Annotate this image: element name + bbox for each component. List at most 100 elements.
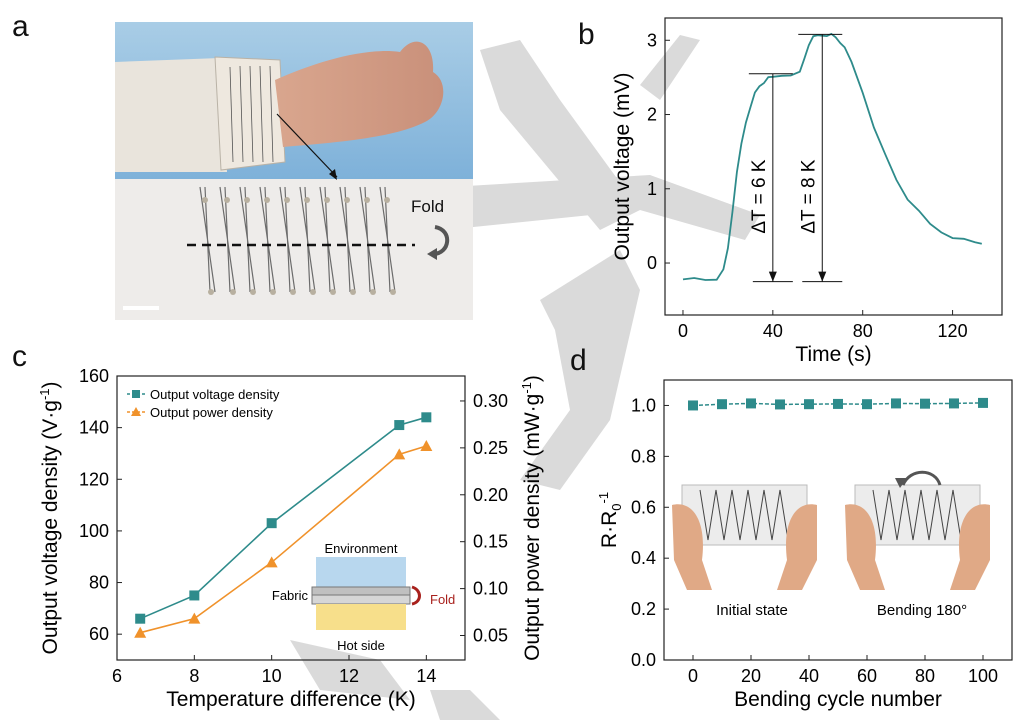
inset-zigzag-wire [699, 489, 789, 541]
y-axis-title: Output voltage density (V·g-1) [37, 381, 62, 654]
y-tick-label: 1 [647, 179, 657, 199]
inset-right-label: Fold [430, 592, 455, 607]
inset-right-hand [777, 504, 817, 590]
inset-right-caption: Bending 180° [877, 602, 967, 619]
data-point-triangle [393, 448, 406, 460]
arrow-head [818, 271, 827, 282]
data-point-square [421, 412, 432, 423]
y-axis-title-end: ) [39, 381, 62, 388]
delta-t-label: ΔT = 6 K [749, 159, 770, 233]
inset-bend-arrowhead [895, 478, 907, 488]
y-tick-label: 2 [647, 105, 657, 125]
x-tick-label: 14 [416, 666, 436, 686]
plot-frame [116, 375, 466, 661]
y2-tick-label: 0.15 [473, 532, 508, 552]
y2-tick-label: 0.20 [473, 485, 508, 505]
y-tick-label: 100 [79, 521, 109, 541]
inset-bending-illustration [845, 470, 990, 590]
data-point-square [949, 398, 959, 409]
y2-tick-label: 0.05 [473, 626, 508, 646]
y-tick-label: 0.4 [631, 548, 656, 568]
x-tick-label: 40 [763, 321, 783, 341]
data-point-triangle [265, 556, 278, 568]
y-tick-label: 80 [89, 573, 109, 593]
plot-frame [664, 17, 1003, 316]
data-point-square [135, 613, 146, 624]
data-point-triangle [188, 612, 201, 624]
inset-bend-arrow [901, 470, 942, 486]
y2-axis-title-sup: -1 [519, 382, 534, 394]
y-axis-title-sup: -1 [37, 388, 52, 400]
data-point-square [775, 399, 785, 410]
y2-tick-label: 0.25 [473, 438, 508, 458]
wearable-fabric-photo: Fold [115, 22, 473, 320]
x-tick-label: 0 [678, 321, 688, 341]
data-point-square [717, 399, 727, 410]
data-point-square [189, 590, 200, 601]
x-tick-label: 0 [688, 666, 698, 686]
y-axis-title-main: R·R [598, 511, 621, 548]
y-tick-label: 140 [79, 418, 109, 438]
x-tick-label: 120 [938, 321, 968, 341]
x-tick-label: 80 [915, 666, 935, 686]
inset-left-caption: Initial state [716, 602, 788, 619]
inset-right-hand [950, 504, 990, 590]
voltage-line [682, 32, 982, 281]
data-point-square [746, 398, 756, 409]
legend-label: Output voltage density [150, 387, 280, 402]
inset-left-hand [672, 504, 712, 590]
y2-tick-label: 0.30 [473, 391, 508, 411]
data-point-square [862, 399, 872, 410]
x-tick-label: 10 [262, 666, 282, 686]
panel-label-c: c [12, 340, 27, 373]
legend-marker [131, 407, 141, 416]
y-axis-title-main: Output voltage density (V·g [39, 400, 62, 654]
inset-left-label: Fabric [272, 588, 309, 603]
x-tick-label: 100 [968, 666, 998, 686]
panel-label-a: a [12, 10, 29, 43]
x-tick-label: 20 [741, 666, 761, 686]
data-point-square [688, 400, 698, 411]
y-axis-title-sub: 0 [609, 504, 624, 511]
fold-label: Fold [411, 197, 445, 216]
x-axis-title: Time (s) [795, 343, 871, 366]
data-point-square [804, 399, 814, 410]
legend-marker [132, 390, 140, 398]
y-tick-label: 0.6 [631, 497, 656, 517]
inset-environment-layer [316, 557, 406, 587]
inset-zigzag-wire [872, 489, 962, 541]
inset-top-label: Environment [325, 541, 398, 556]
y-axis-title: Output voltage (mV) [611, 73, 634, 261]
inset-left-hand [845, 504, 885, 590]
y-axis-title: R·R0-1 [596, 492, 624, 548]
legend-label: Output power density [150, 405, 273, 420]
x-tick-label: 6 [112, 666, 122, 686]
y-tick-label: 0.8 [631, 446, 656, 466]
y-axis-title-sup: -1 [596, 492, 611, 504]
y2-axis-title-main: Output power density (mW·g [521, 394, 544, 661]
inset-bottom-label: Hot side [337, 638, 385, 653]
y2-axis-title-end: ) [521, 375, 544, 382]
arrow-head [768, 271, 777, 282]
data-point-square [266, 518, 277, 529]
x-tick-label: 12 [339, 666, 359, 686]
data-point-square [891, 398, 901, 409]
data-point-square [833, 398, 843, 409]
y-tick-label: 120 [79, 469, 109, 489]
x-axis-title: Temperature difference (K) [166, 688, 415, 711]
data-point-square [394, 420, 405, 431]
x-tick-label: 60 [857, 666, 877, 686]
inset-hot-layer [316, 604, 406, 630]
panel-label-b: b [578, 18, 595, 51]
y2-tick-label: 0.10 [473, 579, 508, 599]
data-point-triangle [134, 626, 147, 638]
data-point-square [920, 398, 930, 409]
delta-t-label: ΔT = 8 K [798, 159, 819, 233]
y2-axis-title: Output power density (mW·g-1) [519, 375, 544, 661]
y-tick-label: 60 [89, 624, 109, 644]
x-tick-label: 80 [853, 321, 873, 341]
